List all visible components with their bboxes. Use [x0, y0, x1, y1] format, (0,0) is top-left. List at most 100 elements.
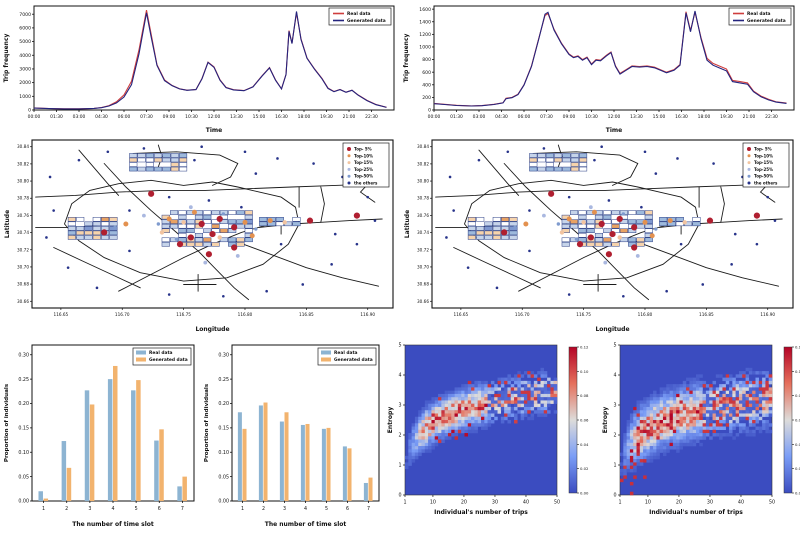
x-axis-label: Longitude — [595, 326, 629, 333]
y-axis: 0 1000 2000 3000 4000 5000 6000 7000 — [19, 12, 34, 114]
svg-text:Top-10%: Top-10% — [754, 153, 773, 158]
svg-text:116.85: 116.85 — [699, 312, 714, 317]
grid-cells — [467, 153, 701, 247]
svg-text:Real data: Real data — [334, 350, 358, 356]
x-axis-label: Time — [206, 127, 222, 134]
svg-text:0.12: 0.12 — [580, 345, 589, 350]
svg-text:7: 7 — [181, 506, 184, 512]
svg-text:09:00: 09:00 — [163, 114, 176, 120]
y-axis: 0 200 400 600 800 1000 1200 1400 1600 — [419, 7, 434, 114]
svg-text:30.82: 30.82 — [417, 161, 429, 166]
svg-text:10: 10 — [645, 500, 651, 506]
x-axis: 1 2 3 4 5 6 7 — [241, 501, 370, 512]
svg-text:0: 0 — [398, 493, 401, 499]
svg-text:0.10: 0.10 — [795, 369, 800, 374]
svg-text:Top- 5%: Top- 5% — [754, 147, 772, 152]
svg-text:2: 2 — [613, 433, 616, 439]
svg-text:13:30: 13:30 — [230, 114, 243, 120]
panel-bars-right: 0.00 0.05 0.10 0.15 0.20 0.25 0.30 1 2 3 4 5 6 7 The n… — [200, 335, 385, 533]
svg-text:04:30: 04:30 — [95, 114, 108, 120]
y-axis-label: Proportion of individuals — [4, 383, 10, 462]
svg-text:19:30: 19:30 — [720, 114, 733, 120]
scatter-dots — [445, 145, 777, 298]
bars — [237, 402, 373, 501]
svg-text:4: 4 — [613, 373, 616, 379]
svg-text:30.70: 30.70 — [17, 264, 29, 269]
svg-text:2: 2 — [262, 506, 265, 512]
svg-text:116.80: 116.80 — [238, 312, 253, 317]
svg-text:600: 600 — [422, 70, 431, 76]
svg-text:1600: 1600 — [419, 7, 431, 13]
svg-text:0.15: 0.15 — [218, 426, 229, 432]
svg-text:116.80: 116.80 — [638, 312, 653, 317]
svg-text:0.12: 0.12 — [795, 345, 800, 350]
svg-text:0.00: 0.00 — [580, 491, 589, 496]
svg-text:10: 10 — [430, 500, 436, 506]
svg-text:30.82: 30.82 — [17, 161, 29, 166]
svg-text:22:30: 22:30 — [365, 114, 378, 120]
svg-text:Top-50%: Top-50% — [754, 174, 773, 179]
svg-text:0.06: 0.06 — [580, 418, 589, 423]
x-axis-label: Longitude — [195, 326, 229, 333]
svg-text:0.05: 0.05 — [218, 474, 229, 480]
svg-text:0.20: 0.20 — [218, 401, 229, 407]
svg-text:15:00: 15:00 — [653, 114, 666, 120]
scatter-dots — [45, 145, 377, 298]
svg-text:20: 20 — [461, 500, 467, 506]
svg-text:3: 3 — [283, 506, 286, 512]
svg-text:10:30: 10:30 — [185, 114, 198, 120]
svg-text:Generated data: Generated data — [149, 357, 188, 363]
svg-text:Real data: Real data — [149, 350, 173, 356]
svg-text:30.76: 30.76 — [417, 213, 429, 218]
svg-text:50: 50 — [769, 500, 775, 506]
colorbar — [568, 346, 578, 494]
svg-text:1200: 1200 — [419, 32, 431, 38]
svg-text:0.25: 0.25 — [18, 377, 29, 383]
series-line-generated — [433, 10, 787, 107]
svg-text:30.68: 30.68 — [17, 282, 29, 287]
x-axis-label: Individual's number of trips — [649, 509, 743, 516]
svg-text:5: 5 — [135, 506, 138, 512]
svg-text:5: 5 — [325, 506, 328, 512]
series-line-real — [433, 11, 787, 107]
svg-text:21:00: 21:00 — [743, 114, 756, 120]
svg-text:2: 2 — [65, 506, 68, 512]
svg-text:30.66: 30.66 — [17, 299, 29, 304]
svg-text:09:00: 09:00 — [563, 114, 576, 120]
svg-text:30: 30 — [707, 500, 713, 506]
svg-text:116.75: 116.75 — [176, 312, 191, 317]
svg-text:01:30: 01:30 — [450, 114, 463, 120]
svg-text:0.15: 0.15 — [18, 426, 29, 432]
y-axis-label: Proportion of individuals — [204, 383, 210, 462]
svg-text:5: 5 — [613, 343, 616, 349]
svg-text:Top- 5%: Top- 5% — [354, 147, 372, 152]
svg-text:6000: 6000 — [19, 25, 31, 31]
svg-text:116.90: 116.90 — [360, 312, 375, 317]
svg-text:116.90: 116.90 — [760, 312, 775, 317]
svg-text:0.02: 0.02 — [795, 466, 800, 471]
x-axis-label: The number of time slot — [265, 521, 347, 528]
svg-text:116.65: 116.65 — [54, 312, 69, 317]
svg-text:30.80: 30.80 — [17, 179, 29, 184]
x-axis: 1 10 20 30 40 50 — [403, 495, 560, 506]
svg-text:800: 800 — [422, 57, 431, 63]
svg-text:18:00: 18:00 — [698, 114, 711, 120]
svg-text:0.05: 0.05 — [18, 474, 29, 480]
svg-text:116.70: 116.70 — [515, 312, 530, 317]
bars — [38, 365, 187, 501]
svg-text:30: 30 — [492, 500, 498, 506]
svg-text:22:30: 22:30 — [765, 114, 778, 120]
svg-text:0.10: 0.10 — [18, 450, 29, 456]
series-line-generated — [33, 11, 387, 110]
x-axis-label: Time — [606, 127, 622, 134]
y-axis: 0 1 2 3 4 5 — [613, 343, 620, 499]
svg-text:0.10: 0.10 — [580, 369, 589, 374]
x-axis-label: The number of time slot — [72, 521, 154, 528]
svg-text:20: 20 — [676, 500, 682, 506]
svg-text:0.04: 0.04 — [795, 442, 800, 447]
svg-text:1000: 1000 — [19, 94, 31, 100]
svg-text:200: 200 — [422, 95, 431, 101]
